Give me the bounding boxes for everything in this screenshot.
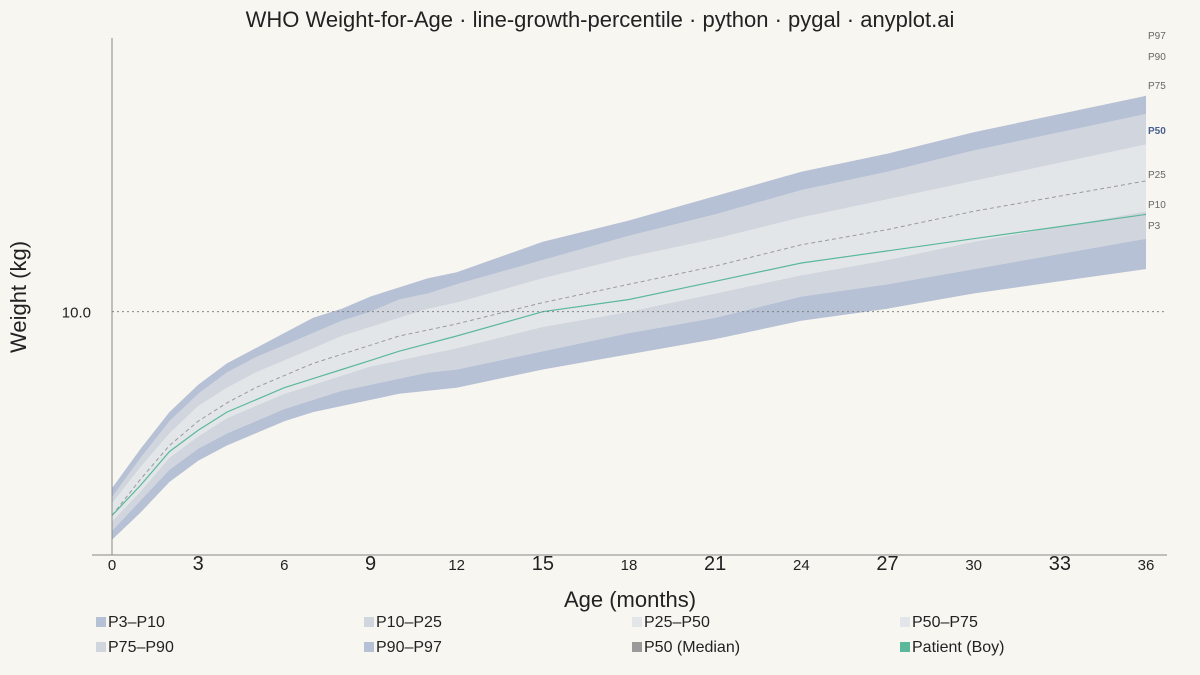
y-ticks: 10.0 xyxy=(62,305,91,322)
legend-swatch xyxy=(96,617,106,627)
x-tick-label: 0 xyxy=(108,557,116,574)
chart-title: WHO Weight-for-Age · line-growth-percent… xyxy=(246,7,955,32)
legend: P3–P10 P10–P25 P25–P50 P50–P75 P75–P90 P90–P9… xyxy=(96,614,1004,656)
x-tick-label: 36 xyxy=(1138,557,1155,574)
legend-label: P90–P97 xyxy=(376,639,442,656)
legend-label: P75–P90 xyxy=(108,639,174,656)
percentile-label-p10: P10 xyxy=(1148,200,1166,211)
band-p75-p90 xyxy=(112,114,1146,504)
y-axis-title: Weight (kg) xyxy=(6,241,31,353)
band-p10-p25 xyxy=(112,211,1146,531)
legend-swatch xyxy=(632,642,642,652)
x-tick-label: 12 xyxy=(448,557,465,574)
percentile-bands xyxy=(112,95,1146,540)
legend-swatch xyxy=(96,642,106,652)
percentile-label-p3: P3 xyxy=(1148,221,1161,232)
percentile-labels: P97 P90 P75 P50 P25 P10 P3 xyxy=(1148,31,1166,232)
legend-label: P10–P25 xyxy=(376,614,442,631)
x-tick-label-major: 33 xyxy=(1049,553,1071,575)
legend-label: P50 (Median) xyxy=(644,639,740,656)
band-p50-p75 xyxy=(112,144,1146,516)
percentile-label-p90: P90 xyxy=(1148,52,1166,63)
x-tick-label-major: 3 xyxy=(193,553,204,575)
legend-swatch xyxy=(900,642,910,652)
percentile-label-p97: P97 xyxy=(1148,31,1166,42)
x-tick-label: 18 xyxy=(621,557,638,574)
percentile-label-p75: P75 xyxy=(1148,81,1166,92)
patient-line xyxy=(111,213,1147,516)
legend-swatch xyxy=(364,642,374,652)
band-p3-p10 xyxy=(112,238,1146,540)
x-tick-label: 24 xyxy=(793,557,810,574)
x-axis-title: Age (months) xyxy=(564,587,696,612)
legend-label: P3–P10 xyxy=(108,614,165,631)
x-tick-label-major: 21 xyxy=(704,553,726,575)
legend-label: Patient (Boy) xyxy=(912,639,1004,656)
legend-swatch xyxy=(900,617,910,627)
y-tick-label: 10.0 xyxy=(62,305,91,322)
x-tick-label-major: 15 xyxy=(532,553,554,575)
x-tick-label-major: 9 xyxy=(365,553,376,575)
legend-swatch xyxy=(364,617,374,627)
legend-swatch xyxy=(632,617,642,627)
x-tick-label: 6 xyxy=(280,557,288,574)
x-tick-label-major: 27 xyxy=(876,553,898,575)
chart-lines xyxy=(111,180,1147,516)
x-tick-label: 30 xyxy=(965,557,982,574)
legend-label: P25–P50 xyxy=(644,614,710,631)
x-ticks: 0 6 12 18 24 30 36 3 9 15 21 27 33 xyxy=(108,553,1155,575)
legend-label: P50–P75 xyxy=(912,614,978,631)
percentile-label-p25: P25 xyxy=(1148,170,1166,181)
band-p25-p50 xyxy=(112,180,1146,522)
percentile-label-p50: P50 xyxy=(1148,126,1166,137)
